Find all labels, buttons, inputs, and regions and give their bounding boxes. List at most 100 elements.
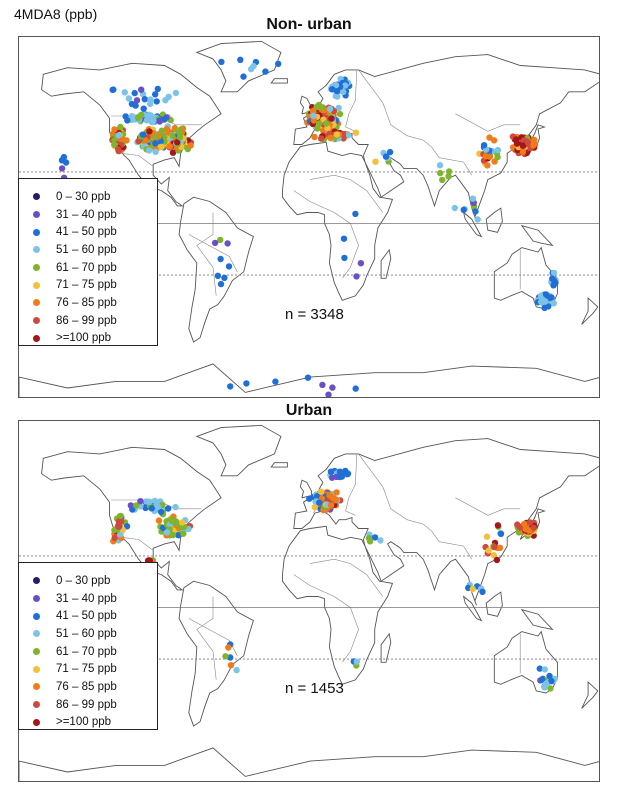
- station-point: [352, 210, 359, 218]
- station-point: [327, 468, 335, 475]
- station-point: [480, 142, 488, 149]
- land-outline: [299, 479, 313, 499]
- station-point: [542, 680, 550, 687]
- station-point: [530, 524, 537, 532]
- station-point: [526, 519, 534, 526]
- station-point: [152, 91, 159, 98]
- land-outline: [195, 424, 282, 477]
- land-outline: [195, 40, 282, 93]
- figure-label: 4MDA8 (ppb): [14, 6, 98, 22]
- station-point: [316, 120, 323, 127]
- world-map-urban: [19, 424, 599, 781]
- station-point: [353, 273, 360, 280]
- country-border: [345, 69, 358, 132]
- station-point: [138, 86, 145, 93]
- legend-entry: 61 – 70 ppb: [33, 259, 157, 277]
- station-point: [344, 471, 351, 478]
- station-point: [117, 512, 125, 520]
- panel-title-urban: Urban: [285, 402, 333, 419]
- station-point: [317, 488, 325, 495]
- station-point: [341, 254, 348, 262]
- legend-entry: 76 – 85 ppb: [33, 294, 157, 312]
- legend-label: 76 – 85 ppb: [56, 680, 117, 693]
- station-point: [439, 176, 446, 184]
- country-border: [455, 497, 521, 516]
- legend-label: 31 – 40 ppb: [56, 592, 117, 605]
- station-point: [137, 498, 144, 505]
- land-outline: [485, 207, 503, 233]
- station-point: [172, 518, 180, 525]
- station-point: [143, 117, 150, 124]
- station-point: [109, 86, 116, 93]
- station-point: [133, 502, 140, 509]
- station-point: [153, 501, 160, 508]
- station-point: [217, 280, 225, 288]
- station-point: [187, 142, 194, 149]
- station-point: [340, 235, 348, 242]
- legend-label: 51 – 60 ppb: [56, 243, 117, 256]
- land-outline: [293, 438, 599, 606]
- station-point: [318, 135, 325, 142]
- legend-entry: 41 – 50 ppb: [33, 223, 157, 241]
- country-border: [309, 558, 384, 597]
- station-point: [326, 105, 334, 113]
- land-outline: [581, 681, 599, 709]
- station-point: [179, 519, 186, 526]
- legend-swatch: [33, 193, 40, 201]
- station-point: [472, 208, 479, 215]
- legend-entry: 71 – 75 ppb: [33, 660, 157, 678]
- station-point: [325, 391, 332, 397]
- station-point: [513, 136, 520, 143]
- station-point: [306, 495, 313, 502]
- land-outline: [380, 632, 392, 663]
- station-point: [333, 131, 341, 138]
- station-point: [304, 374, 312, 381]
- land-outline: [178, 196, 254, 343]
- legend-entry: 51 – 60 ppb: [33, 625, 157, 643]
- land-outline: [282, 525, 394, 685]
- legend-entry: 31 – 40 ppb: [33, 206, 157, 224]
- legend-entry: >=100 ppb: [33, 330, 157, 348]
- station-point: [124, 117, 131, 124]
- legend-swatch: [33, 718, 40, 726]
- station-point: [357, 260, 365, 267]
- country-border: [120, 153, 154, 167]
- legend-swatch: [33, 648, 40, 656]
- station-point: [111, 141, 118, 148]
- legend-label: 51 – 60 ppb: [56, 627, 117, 640]
- station-point: [536, 665, 543, 672]
- legend-label: 0 – 30 ppb: [56, 190, 111, 203]
- station-point: [548, 677, 555, 685]
- country-border: [188, 618, 238, 656]
- station-point: [60, 153, 68, 161]
- legend-label: 41 – 50 ppb: [56, 226, 117, 239]
- station-point: [272, 378, 279, 385]
- station-point: [115, 518, 123, 525]
- legend-label: 0 – 30 ppb: [56, 574, 111, 587]
- station-point: [309, 107, 317, 115]
- count-label-non-urban: n = 3348: [285, 306, 344, 323]
- station-point: [222, 653, 229, 660]
- station-point: [382, 153, 390, 160]
- legend-swatch: [33, 577, 40, 585]
- station-point: [329, 86, 336, 93]
- station-point: [332, 81, 340, 89]
- legend-swatch: [33, 612, 40, 620]
- station-point: [437, 169, 444, 177]
- station-point: [542, 291, 550, 298]
- station-point: [227, 662, 235, 669]
- station-point: [172, 89, 180, 97]
- station-point: [494, 146, 502, 154]
- station-point: [335, 104, 342, 112]
- legend-label: >=100 ppb: [56, 332, 112, 345]
- station-point: [329, 384, 336, 391]
- station-point: [166, 143, 173, 150]
- country-border: [196, 212, 217, 296]
- station-point: [314, 125, 321, 132]
- station-point: [174, 139, 181, 146]
- station-point: [451, 204, 458, 212]
- station-point: [127, 502, 134, 509]
- land-outline: [41, 62, 222, 207]
- station-point: [353, 658, 360, 665]
- station-point: [519, 142, 527, 149]
